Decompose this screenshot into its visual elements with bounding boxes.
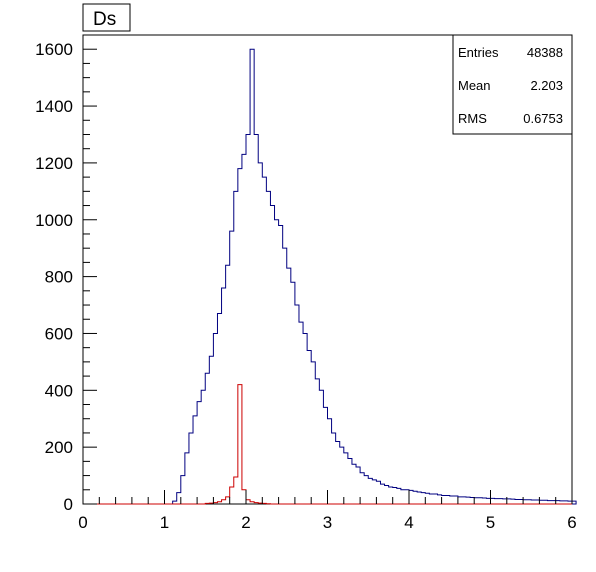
- histogram-series-1: [83, 384, 572, 505]
- histogram-series-0: [83, 48, 577, 505]
- x-tick-label: 2: [241, 513, 250, 532]
- stats-rms-label: RMS: [458, 111, 487, 126]
- y-tick-label: 200: [45, 438, 73, 457]
- stats-entries-label: Entries: [458, 45, 499, 60]
- y-tick-label: 1400: [35, 97, 73, 116]
- stats-mean-label: Mean: [458, 78, 491, 93]
- x-tick-label: 3: [323, 513, 332, 532]
- stats-rms-value: 0.6753: [523, 111, 563, 126]
- x-tick-label: 5: [486, 513, 495, 532]
- stats-mean-value: 2.203: [530, 78, 563, 93]
- stats-entries-value: 48388: [527, 45, 563, 60]
- chart-title: Ds: [82, 3, 131, 32]
- x-tick-label: 6: [567, 513, 576, 532]
- chart-title-text: Ds: [93, 9, 116, 30]
- y-tick-label: 600: [45, 324, 73, 343]
- y-tick-label: 800: [45, 268, 73, 287]
- y-tick-label: 1000: [35, 211, 73, 230]
- x-tick-label: 0: [78, 513, 87, 532]
- stats-box: Entries 48388 Mean 2.203 RMS 0.6753: [452, 34, 573, 135]
- y-tick-label: 1200: [35, 154, 73, 173]
- axis-layer: 0 200 400 600 800 1000 1200 1400 1600 0 1 2 3 4 5 6: [35, 34, 577, 532]
- x-tick-label: 1: [160, 513, 169, 532]
- y-tick-label: 0: [64, 495, 73, 514]
- y-tick-label: 400: [45, 381, 73, 400]
- x-tick-label: 4: [404, 513, 413, 532]
- y-tick-label: 1600: [35, 40, 73, 59]
